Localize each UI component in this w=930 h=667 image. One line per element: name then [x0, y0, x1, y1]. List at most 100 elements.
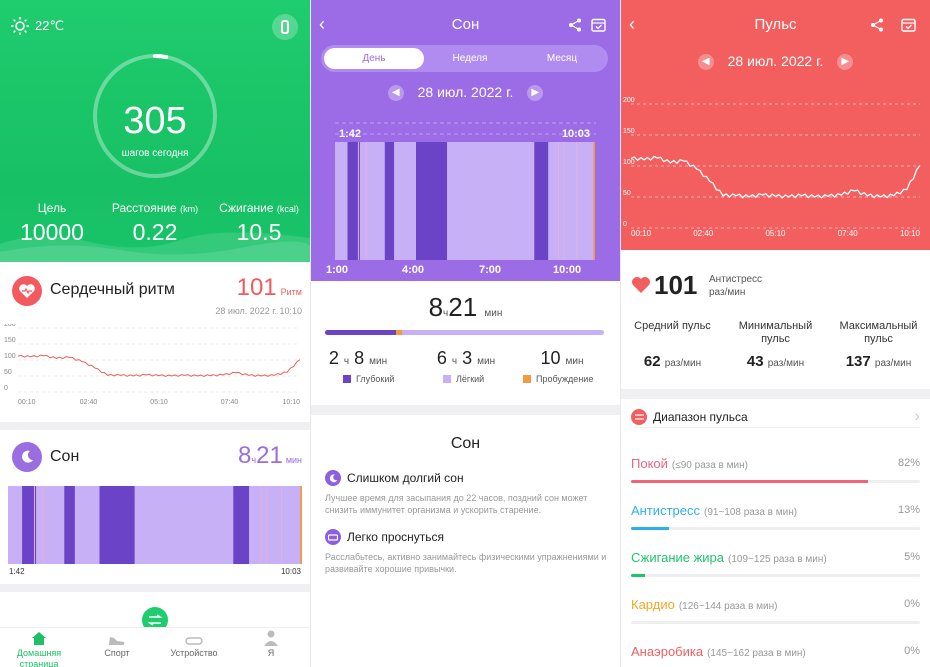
calories-unit: (kcal) [276, 204, 299, 214]
range-title: Диапазон пульса [653, 409, 748, 424]
tab-device-label: Устройство [170, 648, 218, 658]
legend-light: Лёгкий [443, 374, 484, 384]
tab-day[interactable]: День [324, 48, 424, 69]
x-tick-1: 1:00 [326, 264, 349, 276]
heart-rate-title: Сердечный ритм [50, 281, 175, 298]
max-pulse-unit: раз/мин [874, 358, 912, 369]
tab-me[interactable]: Я [240, 628, 302, 658]
pulse-zone-row: Сжигание жира (109~125 раза в мин) 5% [631, 549, 920, 577]
moon-icon [12, 442, 42, 472]
current-zone: Антистресс [709, 274, 763, 285]
next-day-icon[interactable]: ▶ [527, 85, 544, 102]
band-device-icon[interactable] [272, 14, 298, 40]
sleep-stage-deep [384, 142, 395, 260]
back-chevron-icon[interactable]: ‹ [629, 14, 635, 34]
tab-sport[interactable]: Спорт [86, 628, 148, 658]
tab-sport-label: Спорт [104, 648, 130, 658]
zone-name: Кардио [631, 597, 675, 612]
tip-1-title: Слишком долгий сон [347, 471, 464, 485]
zone-track [631, 527, 920, 530]
watch-icon [185, 637, 203, 645]
tip-2-title: Легко проснуться [347, 530, 445, 544]
pulse-date-nav: ◀ 28 июл. 2022 г. ▶ [621, 53, 930, 71]
sleep-date-nav: ◀ 28 июл. 2022 г. ▶ [311, 84, 620, 102]
range-icon [631, 408, 647, 425]
sleep-stage-light [548, 142, 588, 260]
pulse-chart: 0 50 100 150 200 00:10 02:40 05:10 07:40 10:10 [623, 97, 921, 238]
sleep-stage-light [74, 486, 100, 564]
distance-stat: Расстояние (km) 0.22 [105, 201, 205, 246]
awake-m-unit: мин [565, 356, 584, 367]
steps-count[interactable]: 305 [123, 100, 187, 142]
light-stat: 6 ч 3 мин [421, 348, 511, 369]
share-icon[interactable] [870, 18, 884, 32]
awake-stat: 10 мин [517, 348, 607, 369]
light-h-unit: ч [451, 356, 458, 367]
y-tick-label: 200 [623, 97, 635, 104]
sleep-stage-awake [300, 486, 302, 564]
tab-home[interactable]: Домашняя страница [8, 628, 70, 667]
next-day-icon[interactable]: ▶ [837, 54, 854, 71]
sleep-stage-light [447, 142, 535, 260]
y-tick-label: 0 [4, 385, 8, 392]
zone-track [631, 480, 920, 483]
max-pulse: 137 раз/мин [827, 353, 930, 370]
deep-ratio [325, 330, 397, 335]
pulse-zone-row: Кардио (126~144 раза в мин) 0% [631, 596, 920, 624]
legend-awake-label: Пробуждение [536, 374, 594, 384]
total-h-unit: ч [443, 308, 449, 319]
sleep-stage-light [249, 486, 294, 564]
avg-pulse-unit: раз/мин [664, 358, 702, 369]
share-icon[interactable] [568, 18, 582, 32]
weather-temp: 22℃ [35, 18, 65, 33]
prev-day-icon[interactable]: ◀ [697, 54, 714, 71]
back-chevron-icon[interactable]: ‹ [319, 14, 325, 34]
x-tick-label: 10:10 [282, 399, 300, 406]
sleep-stage-deep [534, 142, 549, 260]
calories-label: Сжигание [219, 201, 274, 215]
zone-range: (145~162 раза в мин) [707, 648, 806, 659]
y-tick-label: 50 [623, 190, 631, 197]
legend-deep-label: Глубокий [356, 374, 395, 384]
zone-track [631, 621, 920, 624]
tab-device[interactable]: Устройство [163, 628, 225, 658]
x-tick-label: 07:40 [221, 399, 239, 406]
tab-month[interactable]: Месяц [546, 53, 578, 64]
x-tick-label: 05:10 [765, 229, 786, 238]
sleep-screen: ‹ Сон День Неделя Месяц ◀ 28 июл. 2022 г… [311, 0, 620, 667]
legend-light-label: Лёгкий [456, 374, 485, 384]
zone-percent: 0% [904, 645, 920, 657]
min-pulse-label: Минимальный пульс [738, 320, 813, 345]
zone-name: Покой [631, 456, 668, 471]
sleep-stage-light [335, 142, 348, 260]
sleep-date: 28 июл. 2022 г. [417, 84, 514, 100]
deep-stat: 2 ч 8 мин [313, 348, 403, 369]
tab-week[interactable]: Неделя [452, 53, 488, 64]
pulse-zone-row: Антистресс (91~108 раза в мин) 13% [631, 502, 920, 530]
zone-fill [631, 480, 868, 483]
avg-pulse: 62 раз/мин [621, 353, 724, 370]
sleep-mini-chart [8, 486, 302, 564]
heart-rate-card[interactable]: Сердечный ритм 101 Ритм 28 июл. 2022 г. 1… [0, 262, 310, 422]
home-icon [32, 632, 46, 645]
prev-day-icon[interactable]: ◀ [387, 85, 404, 102]
light-hours: 6 [436, 348, 447, 368]
user-icon [264, 630, 278, 646]
sleep-stage-light [394, 142, 416, 260]
x-tick-label: 00:10 [631, 229, 652, 238]
pulse-range-header[interactable]: Диапазон пульса › [631, 406, 920, 428]
awake-minutes: 10 [540, 348, 561, 368]
legend-deep: Глубокий [343, 374, 394, 384]
heart-rate-value: 101 Ритм [237, 274, 302, 302]
x-tick-label: 07:40 [838, 229, 859, 238]
avg-pulse-label: Средний пульс [634, 320, 711, 332]
calendar-icon[interactable] [591, 17, 606, 32]
heart-icon [12, 276, 42, 306]
heart-icon [632, 277, 650, 293]
calendar-icon[interactable] [901, 17, 916, 32]
divider [621, 389, 930, 399]
goal-label: Цель [37, 201, 67, 215]
home-screen: 22℃ 305 шагов сегодня Цель 10000 Расстоя… [0, 0, 310, 667]
sleep-card[interactable]: Сон 8ч21 мин 1:42 10:03 [0, 430, 310, 582]
awake-ratio [396, 330, 402, 335]
